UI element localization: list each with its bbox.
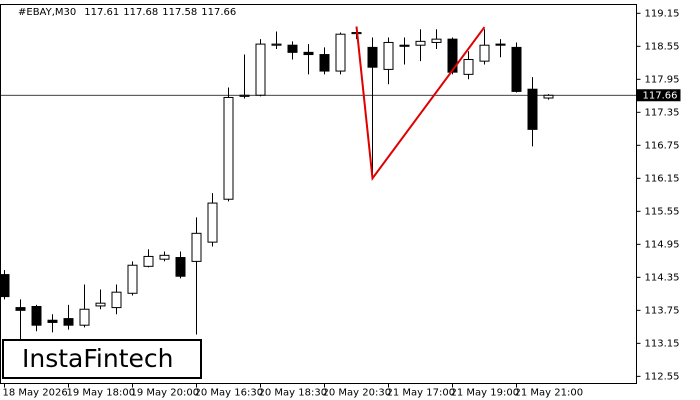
header-low: 117.58 [162,7,197,18]
price-label-box [636,89,681,102]
candle-body [319,54,330,72]
x-tick-label: 21 May 21:00 [515,388,584,399]
candle-body [415,40,426,46]
header-open: 117.61 [84,7,119,18]
x-tick-label: 19 May 20:00 [131,388,200,399]
y-tick-label: 119.15 [645,8,680,19]
y-tick-label: 117.95 [645,74,680,85]
candle-body [111,291,122,309]
watermark-box [2,339,202,379]
candle-body [95,302,106,307]
y-tick-label: 115.55 [645,206,680,217]
plot [0,26,637,341]
candle-body [79,308,90,326]
candle-body [287,44,298,53]
x-tick-label: 21 May 19:00 [451,388,520,399]
symbol: #EBAY,M30 [18,7,76,18]
candle-body [463,59,474,75]
x-tick-label: 18 May 2026 [3,388,68,399]
y-tick-label: 114.95 [645,239,680,250]
candle-body [543,94,554,99]
candle-body [335,33,346,72]
candle-body [527,88,538,130]
candle-body [223,96,234,200]
candle-body [63,318,74,326]
candle-body [175,257,186,277]
header-close: 117.66 [201,7,236,18]
candle-body [15,307,26,311]
x-tick-label: 20 May 20:30 [323,388,392,399]
candle-body [159,254,170,260]
candle-body [383,41,394,70]
candle-body [479,44,490,62]
candle-body [511,46,522,92]
x-tick-label: 19 May 18:00 [67,388,136,399]
x-tick-label: 20 May 18:30 [259,388,328,399]
y-tick-label: 118.55 [645,41,680,52]
header-high: 117.68 [123,7,158,18]
y-tick-label: 116.75 [645,140,680,151]
candle-body [143,255,154,267]
pattern-line [355,26,486,181]
candle-body [47,319,58,323]
candle-body [495,43,506,46]
candle-body [207,202,218,243]
candle-body [191,232,202,262]
candle-body [447,38,458,73]
candle-body [127,264,138,294]
y-tick-label: 116.15 [645,173,680,184]
candle-body [367,46,378,68]
watermark: InstaFintech [22,344,174,373]
candle-body [0,274,10,298]
candle-body [271,43,282,46]
chart-header: #EBAY,M30 117.61 117.68 117.58 117.66 [18,7,236,18]
x-tick-label: 20 May 16:30 [195,388,264,399]
y-tick-label: 113.15 [645,338,680,349]
y-tick-label: 112.55 [645,371,680,382]
y-tick-label: 113.75 [645,305,680,316]
x-tick-label: 21 May 17:00 [387,388,456,399]
candle-body [399,44,410,47]
y-tick-label: 117.35 [645,107,680,118]
price-label: 117.66 [643,90,678,101]
plot-frame [0,4,637,384]
candle-body [255,43,266,96]
candle-body [431,38,442,43]
y-tick-label: 114.35 [645,272,680,283]
candle-body [303,51,314,56]
candle-body [31,305,42,326]
